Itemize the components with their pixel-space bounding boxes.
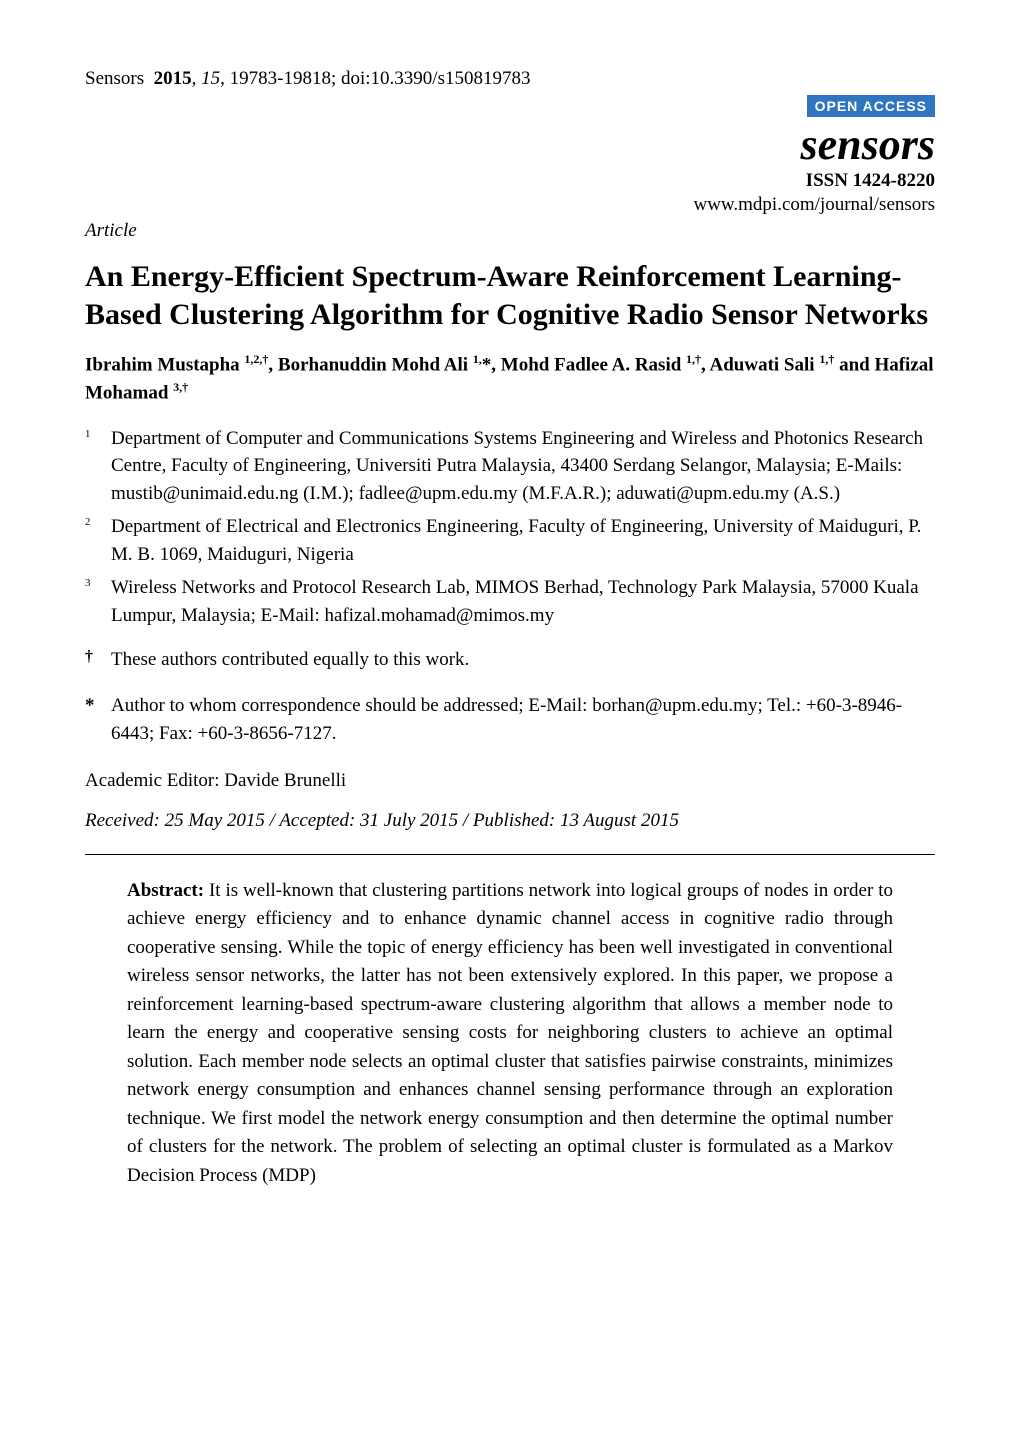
citation-semi: ;	[331, 68, 341, 89]
author-seg-3: , Mohd Fadlee A. Rasid	[491, 354, 686, 375]
citation-line: Sensors 2015, 15, 19783-19818; doi:10.33…	[85, 68, 935, 90]
correspondence-marker: *	[85, 692, 111, 747]
contribution-note: † These authors contributed equally to t…	[85, 646, 935, 677]
affiliation-text: Wireless Networks and Protocol Research …	[111, 574, 935, 629]
contribution-marker: †	[85, 646, 111, 677]
author-star: *	[482, 354, 492, 375]
aff-marker-1: 1	[85, 428, 90, 440]
author-sup-1: 1,2,†	[244, 352, 268, 366]
correspondence-note: * Author to whom correspondence should b…	[85, 692, 935, 747]
affiliation-text: Department of Electrical and Electronics…	[111, 513, 935, 568]
author-seg-2: , Borhanuddin Mohd Ali	[268, 354, 472, 375]
publication-dates: Received: 25 May 2015 / Accepted: 31 Jul…	[85, 810, 935, 832]
volume: 15	[201, 68, 220, 89]
contrib-marker-sup: †	[85, 648, 93, 665]
affiliation-row: 3 Wireless Networks and Protocol Researc…	[85, 574, 935, 629]
authors: Ibrahim Mustapha 1,2,†, Borhanuddin Mohd…	[85, 351, 935, 407]
year-bold: 2015	[154, 68, 192, 89]
academic-editor: Academic Editor: Davide Brunelli	[85, 770, 935, 792]
correspondence-text: Author to whom correspondence should be …	[111, 692, 935, 747]
editor-name: Davide Brunelli	[224, 770, 346, 791]
contribution-text: These authors contributed equally to thi…	[111, 646, 469, 677]
affiliation-marker: 1	[85, 425, 111, 508]
citation-comma2: ,	[220, 68, 230, 89]
journal-name: sensors	[693, 122, 935, 168]
journal-url: www.mdpi.com/journal/sensors	[693, 194, 935, 216]
open-access-label: OPEN ACCESS	[815, 98, 927, 114]
journal-block: sensors ISSN 1424-8220 www.mdpi.com/jour…	[693, 122, 935, 216]
author-seg-4: , Aduwati Sali	[701, 354, 819, 375]
open-access-badge: OPEN ACCESS	[807, 95, 935, 117]
article-type: Article	[85, 220, 935, 242]
affiliation-row: 1 Department of Computer and Communicati…	[85, 425, 935, 508]
affiliation-marker: 2	[85, 513, 111, 568]
aff-marker-2: 2	[85, 516, 90, 528]
author-sup-2: 1,	[473, 352, 482, 366]
author-sup-3: 1,†	[686, 352, 701, 366]
abstract-text: It is well-known that clustering partiti…	[127, 880, 893, 1186]
page: Sensors 2015, 15, 19783-19818; doi:10.33…	[0, 0, 1020, 1442]
year: 2015	[154, 68, 192, 89]
horizontal-rule	[85, 854, 935, 855]
affiliation-text: Department of Computer and Communication…	[111, 425, 935, 508]
journal-abbrev: Sensors	[85, 68, 144, 89]
author-sup-4: 1,†	[819, 352, 834, 366]
doi: 10.3390/s150819783	[371, 68, 531, 89]
abstract: Abstract: It is well-known that clusteri…	[127, 877, 893, 1191]
pages: 19783-19818	[230, 68, 331, 89]
doi-label: doi:	[341, 68, 371, 89]
issn: ISSN 1424-8220	[693, 170, 935, 192]
author-seg-1: Ibrahim Mustapha	[85, 354, 244, 375]
affiliations: 1 Department of Computer and Communicati…	[85, 425, 935, 630]
abstract-label: Abstract:	[127, 880, 204, 901]
affiliation-row: 2 Department of Electrical and Electroni…	[85, 513, 935, 568]
aff-marker-3: 3	[85, 577, 90, 589]
citation-comma1: ,	[192, 68, 202, 89]
affiliation-marker: 3	[85, 574, 111, 629]
author-sup-5: 3,†	[173, 380, 188, 394]
editor-label: Academic Editor:	[85, 770, 224, 791]
paper-title: An Energy-Efficient Spectrum-Aware Reinf…	[85, 258, 935, 333]
